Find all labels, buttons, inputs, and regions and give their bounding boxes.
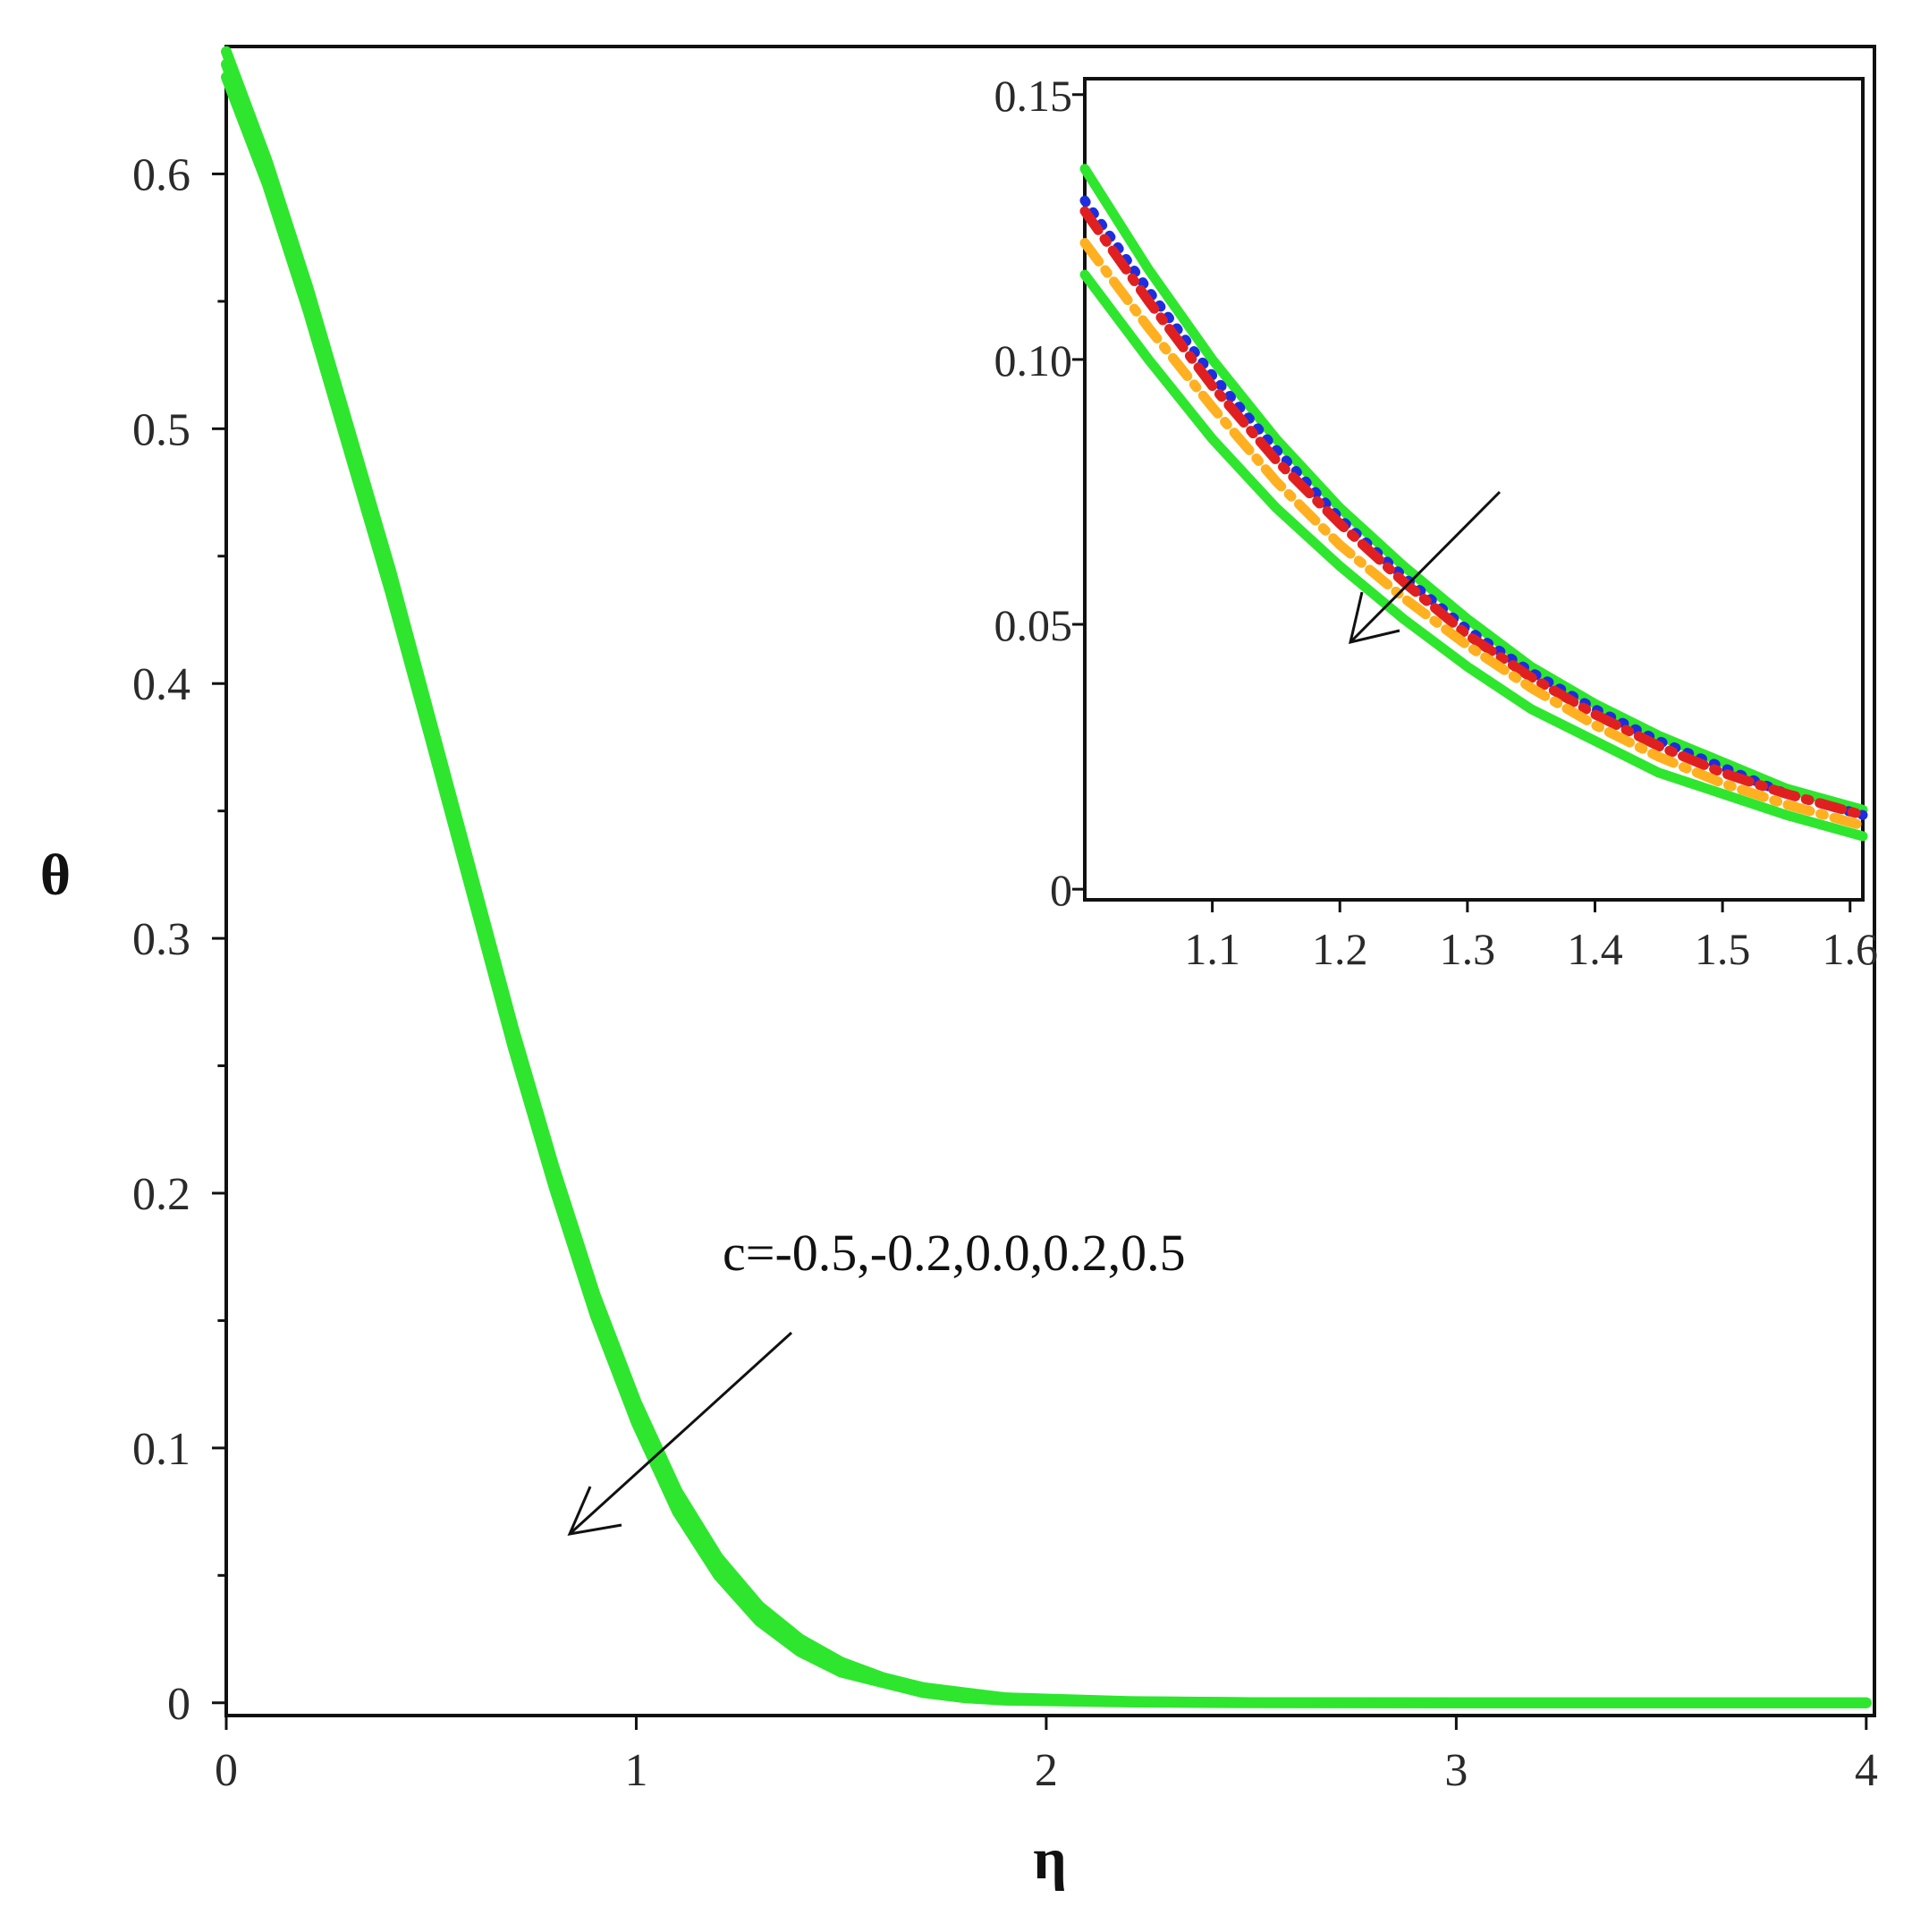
inset-x-tick-label: 1.4	[1567, 924, 1623, 974]
main-arrow	[567, 1331, 793, 1536]
inset-plot-frame	[1083, 77, 1865, 902]
main-y-tick-label: 0.5	[132, 404, 190, 455]
inset-y-tick-label: 0.15	[994, 71, 1073, 121]
main-y-tick-label: 0.4	[132, 659, 190, 710]
main-y-tick-label: 0	[167, 1679, 190, 1730]
main-plot-frame	[224, 45, 1876, 1717]
inset-y-tick-label: 0.10	[994, 335, 1073, 386]
main-series-line-2	[221, 72, 1872, 1708]
x-axis-title: η	[1033, 1826, 1066, 1892]
main-x-tick-label: 1	[624, 1745, 647, 1796]
main-x-axis: 0 1 2 3 4	[215, 1716, 1878, 1796]
inset-arrow-head	[1348, 591, 1400, 645]
main-x-tick-label: 0	[215, 1745, 238, 1796]
inset-x-tick-label: 1.3	[1440, 924, 1496, 974]
main-plot: 0 1 2 3 4 0 0.1 0.2 0.3 0.4 0.5 0.6 η θ c=-0.5,-0.…	[40, 45, 1878, 1892]
inset-y-tick-label: 0.05	[994, 600, 1073, 650]
main-arrow-shaft	[568, 1331, 793, 1536]
inset-x-tick-label: 1.5	[1695, 924, 1751, 974]
inset-arrow-shaft	[1349, 490, 1502, 644]
main-x-tick-label: 2	[1035, 1745, 1058, 1796]
inset-y-tick-label: 0	[1050, 865, 1072, 915]
inset-series-line-2	[1079, 206, 1868, 820]
inset-x-tick-label: 1.1	[1184, 924, 1240, 974]
parameter-annotation: c=-0.5,-0.2,0.0,0.2,0.5	[723, 1224, 1186, 1282]
inset-y-axis: 0 0.05 0.10 0.15	[994, 71, 1085, 915]
inset-series-line-3	[1079, 238, 1868, 831]
main-y-axis: 0 0.1 0.2 0.3 0.4 0.5 0.6	[132, 149, 226, 1730]
inset-arrow	[1348, 490, 1502, 645]
main-y-tick-label: 0.1	[132, 1424, 190, 1475]
main-x-tick-label: 4	[1855, 1745, 1878, 1796]
main-series-group	[221, 46, 1872, 1708]
y-axis-title: θ	[40, 843, 71, 908]
inset-series-line-0	[1079, 164, 1868, 815]
inset-series-group	[1079, 164, 1868, 842]
inset-x-axis: 1.1 1.2 1.3 1.4 1.5 1.6	[1184, 900, 1878, 974]
inset-x-tick-label: 1.6	[1822, 924, 1878, 974]
main-y-tick-label: 0.2	[132, 1169, 190, 1220]
main-y-tick-label: 0.3	[132, 914, 190, 965]
main-arrow-head	[567, 1486, 622, 1536]
main-y-tick-label: 0.6	[132, 149, 190, 200]
main-x-tick-label: 3	[1444, 1745, 1468, 1796]
inset-x-tick-label: 1.2	[1312, 924, 1368, 974]
inset-series-line-4	[1079, 269, 1868, 842]
inset-plot: 1.1 1.2 1.3 1.4 1.5 1.6 0 0.05 0.10 0.15	[994, 71, 1878, 974]
